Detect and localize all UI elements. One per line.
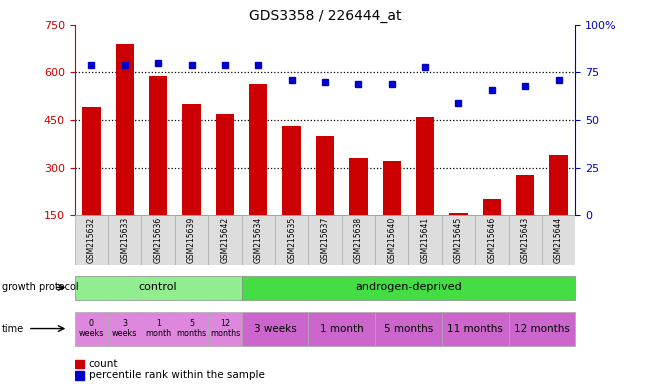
Bar [249, 84, 267, 215]
Text: 1 month: 1 month [320, 324, 363, 334]
Bar [108, 312, 142, 346]
Bar [308, 312, 375, 346]
Bar [516, 175, 534, 215]
Text: GSM215641: GSM215641 [421, 217, 430, 263]
Bar [416, 117, 434, 215]
Bar [242, 215, 275, 265]
Text: GSM215637: GSM215637 [320, 217, 330, 263]
Bar [283, 126, 301, 215]
Bar [316, 136, 334, 215]
Bar [175, 312, 208, 346]
Text: 3 weeks: 3 weeks [254, 324, 296, 334]
Bar [542, 215, 575, 265]
Bar [449, 214, 467, 215]
Title: GDS3358 / 226444_at: GDS3358 / 226444_at [249, 8, 401, 23]
Bar [142, 215, 175, 265]
Text: growth protocol: growth protocol [2, 283, 79, 293]
Text: androgen-deprived: androgen-deprived [355, 283, 462, 293]
Bar [116, 44, 134, 215]
Text: GSM215646: GSM215646 [488, 217, 497, 263]
Text: GSM215632: GSM215632 [87, 217, 96, 263]
Bar [175, 215, 208, 265]
Bar [442, 312, 508, 346]
Bar [442, 215, 475, 265]
Text: GSM215639: GSM215639 [187, 217, 196, 263]
Bar [75, 312, 108, 346]
Text: GSM215635: GSM215635 [287, 217, 296, 263]
Text: 5 months: 5 months [384, 324, 433, 334]
Text: GSM215633: GSM215633 [120, 217, 129, 263]
Text: GSM215642: GSM215642 [220, 217, 229, 263]
Bar [508, 215, 542, 265]
Text: 11 months: 11 months [447, 324, 503, 334]
Text: 5
months: 5 months [176, 319, 207, 338]
Text: 1
month: 1 month [145, 319, 171, 338]
Bar [349, 158, 367, 215]
Text: time: time [2, 324, 24, 334]
Text: 12 months: 12 months [514, 324, 570, 334]
Text: count: count [89, 359, 118, 369]
Bar [475, 215, 508, 265]
Bar [208, 215, 242, 265]
Bar [83, 107, 101, 215]
Text: GSM215638: GSM215638 [354, 217, 363, 263]
Bar [208, 312, 242, 346]
Bar [108, 215, 142, 265]
Bar [242, 312, 308, 346]
Text: 0
weeks: 0 weeks [79, 319, 104, 338]
Text: control: control [139, 283, 177, 293]
Text: GSM215636: GSM215636 [153, 217, 162, 263]
Text: 3
weeks: 3 weeks [112, 319, 138, 338]
Bar [383, 161, 401, 215]
Text: GSM215640: GSM215640 [387, 217, 396, 263]
Text: GSM215645: GSM215645 [454, 217, 463, 263]
Bar [142, 312, 175, 346]
Bar [375, 215, 408, 265]
Text: GSM215643: GSM215643 [521, 217, 530, 263]
Bar [483, 199, 501, 215]
Bar [75, 359, 84, 368]
Text: percentile rank within the sample: percentile rank within the sample [89, 370, 265, 380]
Bar [549, 155, 567, 215]
Bar [308, 215, 342, 265]
Text: GSM215644: GSM215644 [554, 217, 563, 263]
Bar [75, 215, 108, 265]
Bar [242, 276, 575, 300]
Bar [183, 104, 201, 215]
Bar [275, 215, 308, 265]
Bar [508, 312, 575, 346]
Bar [375, 312, 442, 346]
Bar [75, 371, 84, 379]
Bar [408, 215, 442, 265]
Bar [342, 215, 375, 265]
Text: GSM215634: GSM215634 [254, 217, 263, 263]
Text: 12
months: 12 months [210, 319, 240, 338]
Bar [216, 114, 234, 215]
Bar [75, 276, 242, 300]
Bar [149, 76, 167, 215]
